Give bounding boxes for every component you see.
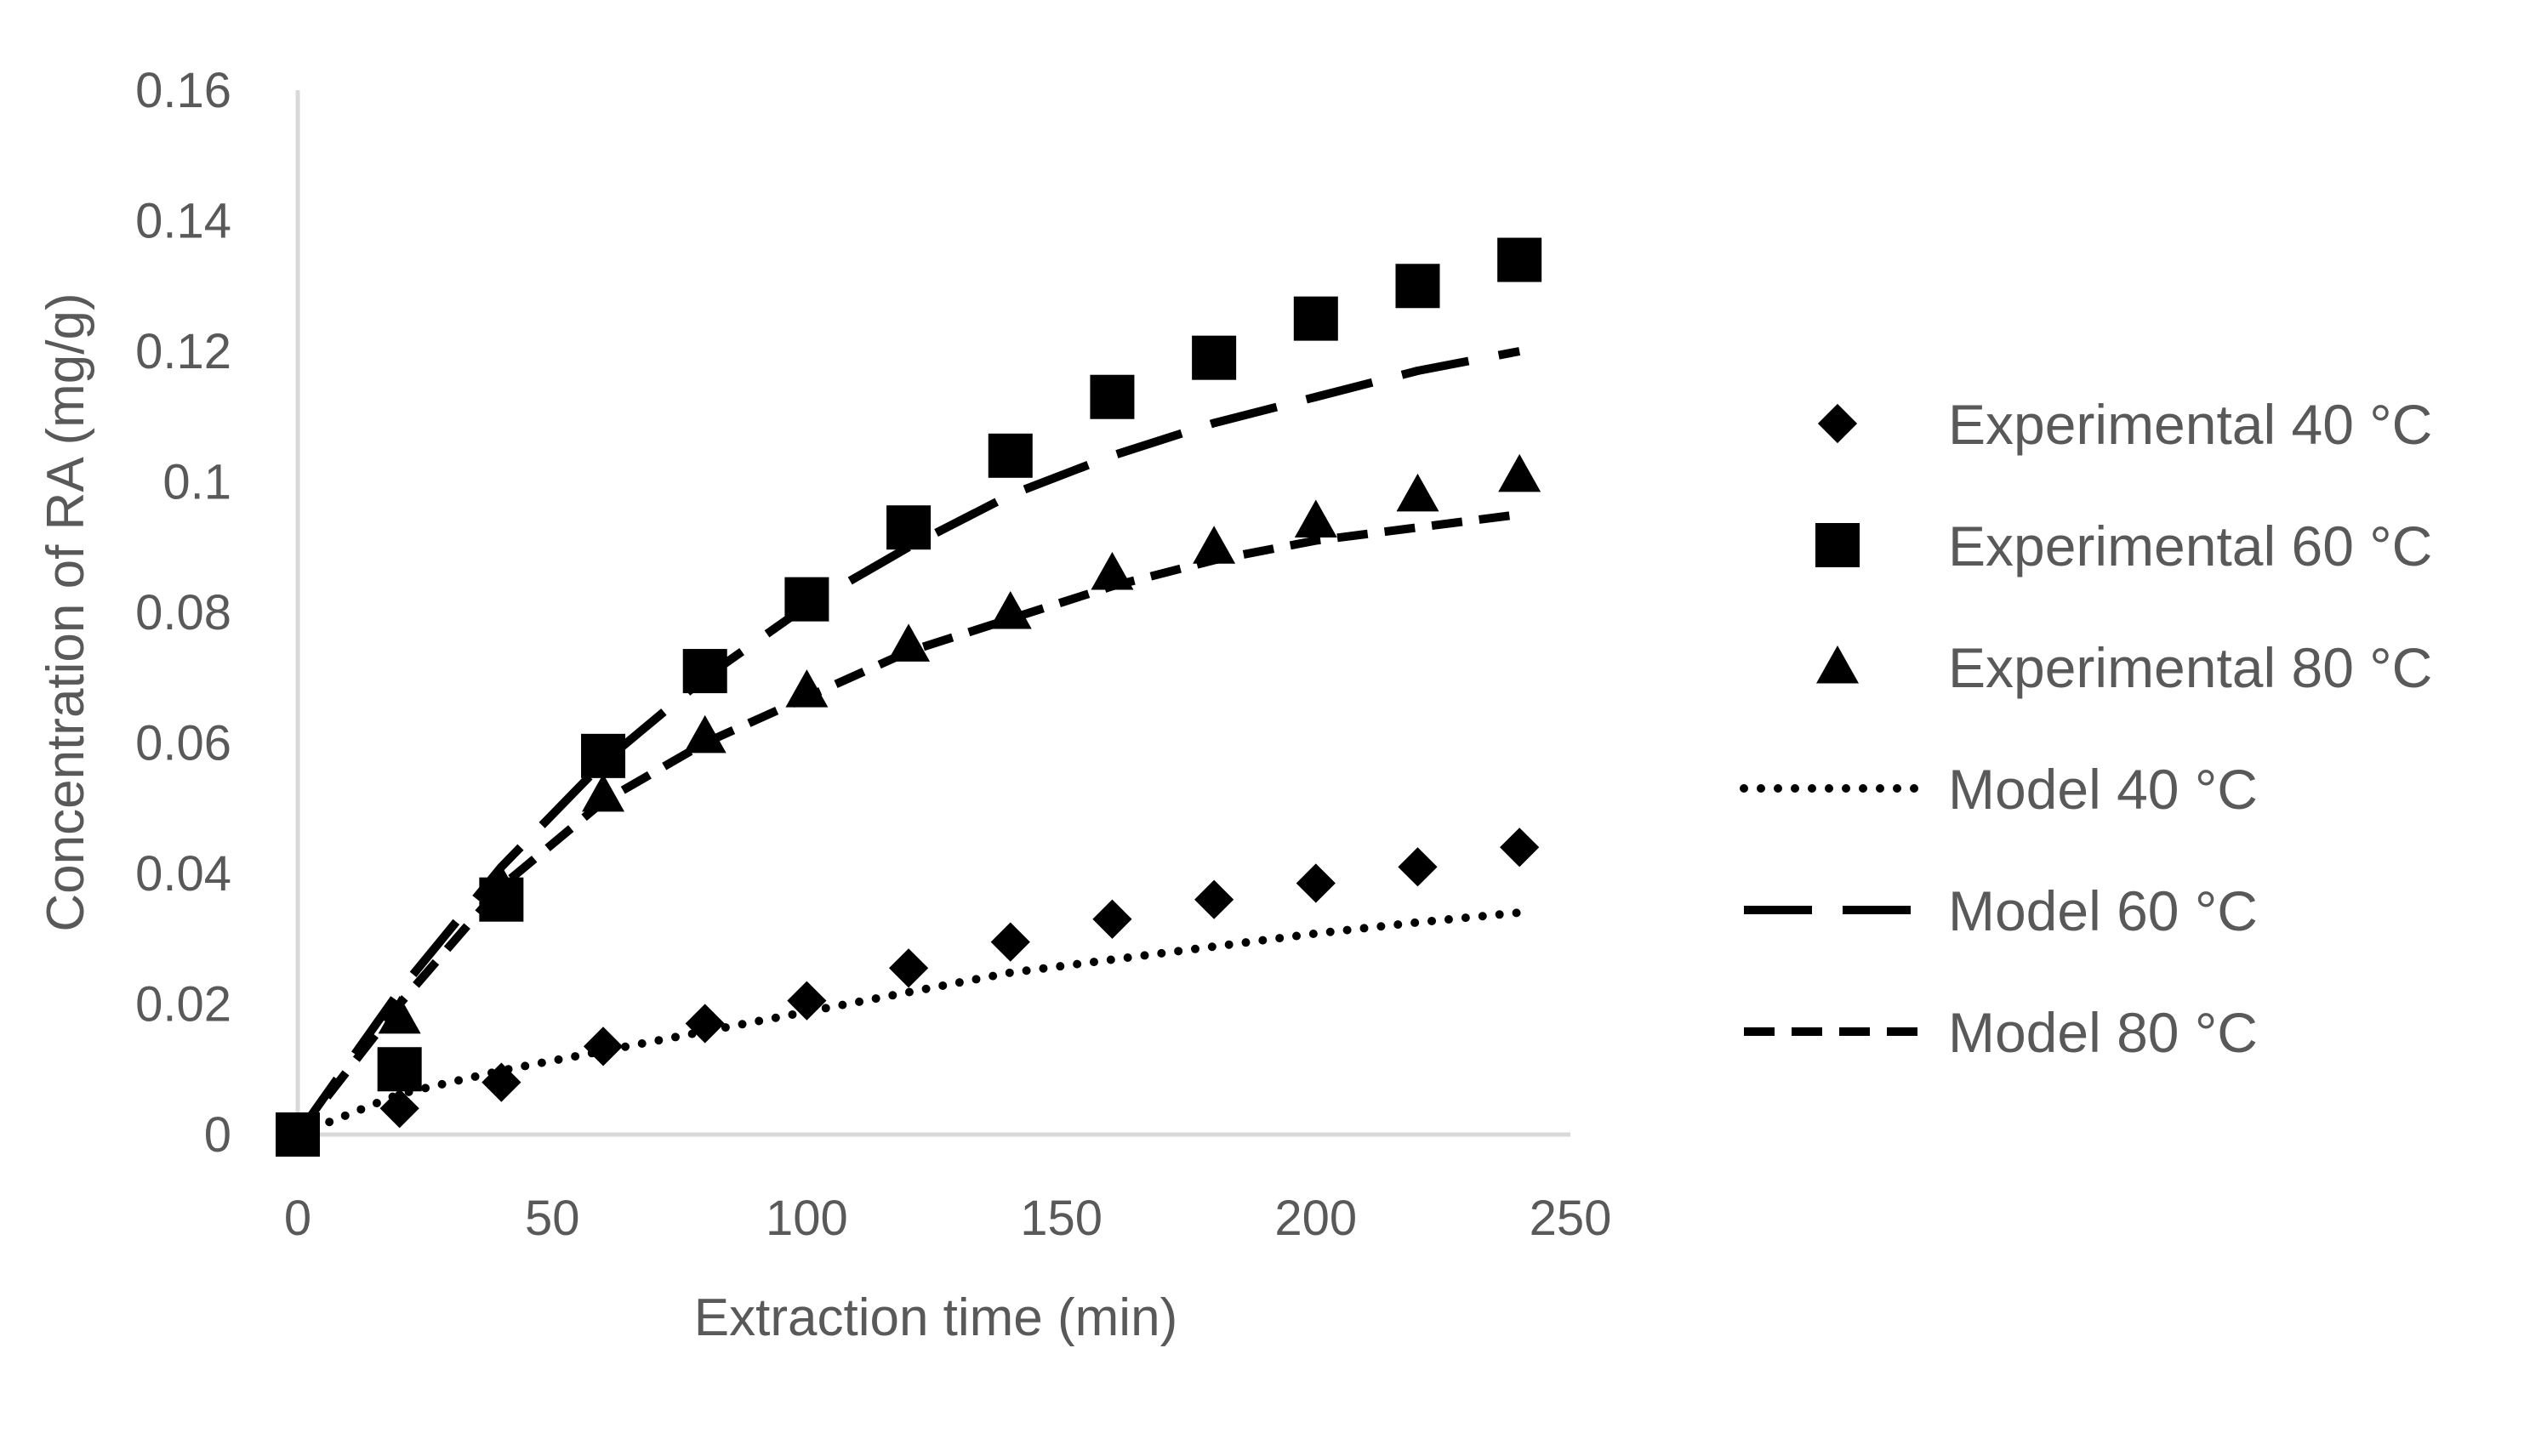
point-experimental-40-c	[481, 1062, 521, 1102]
point-experimental-60-c	[1497, 237, 1542, 282]
point-experimental-80-c	[378, 995, 421, 1034]
point-experimental-60-c	[988, 433, 1033, 478]
experimental-markers	[276, 237, 1542, 1157]
point-experimental-40-c	[685, 1004, 725, 1044]
point-experimental-40-c	[990, 922, 1030, 962]
y-tick-label: 0.06	[135, 716, 231, 771]
point-experimental-80-c	[1091, 551, 1134, 590]
x-tick-label: 0	[284, 1191, 311, 1246]
point-experimental-40-c	[1092, 899, 1132, 939]
point-experimental-80-c	[276, 1113, 319, 1152]
point-experimental-80-c	[1294, 499, 1337, 538]
legend-label: Experimental 40 °C	[1948, 393, 2432, 456]
legend-item: Experimental 80 °C	[1816, 636, 2432, 699]
legend-label: Model 60 °C	[1948, 879, 2258, 942]
point-experimental-60-c	[1090, 374, 1135, 419]
x-tick-labels: 0 50 100 150 200 250	[284, 1191, 1612, 1246]
legend-marker-triangle	[1816, 646, 1859, 684]
point-experimental-40-c	[1398, 847, 1438, 887]
legend-label: Model 80 °C	[1948, 1001, 2258, 1064]
point-experimental-40-c	[1296, 863, 1336, 903]
point-experimental-80-c	[1396, 473, 1439, 512]
point-experimental-60-c	[1395, 264, 1440, 309]
legend-item: Model 40 °C	[1740, 758, 2258, 821]
point-experimental-80-c	[1498, 453, 1541, 492]
point-experimental-60-c	[1192, 335, 1237, 380]
point-experimental-60-c	[581, 733, 626, 778]
point-experimental-80-c	[582, 773, 625, 812]
y-tick-label: 0.04	[135, 846, 231, 901]
point-experimental-60-c	[886, 505, 932, 550]
legend-label: Experimental 60 °C	[1948, 515, 2432, 577]
point-experimental-80-c	[683, 714, 726, 754]
x-axis-title: Extraction time (min)	[694, 1288, 1177, 1347]
legend-marker-diamond	[1817, 403, 1858, 444]
point-experimental-80-c	[989, 591, 1032, 629]
legend-label: Experimental 80 °C	[1948, 636, 2432, 699]
point-experimental-80-c	[1193, 526, 1236, 564]
y-tick-label: 0.16	[135, 63, 231, 118]
point-experimental-40-c	[583, 1027, 624, 1066]
y-tick-label: 0.08	[135, 585, 231, 640]
point-experimental-60-c	[682, 649, 727, 694]
point-experimental-60-c	[1293, 296, 1338, 341]
legend: Experimental 40 °C Experimental 60 °C Expe…	[1740, 393, 2432, 1064]
point-experimental-40-c	[888, 948, 929, 988]
y-tick-label: 0.14	[135, 194, 231, 249]
legend-marker-square	[1815, 523, 1860, 567]
legend-item: Model 60 °C	[1744, 879, 2258, 942]
legend-item: Experimental 60 °C	[1815, 515, 2432, 577]
y-tick-labels: 0 0.02 0.04 0.06 0.08 0.1 0.12 0.14 0.16	[135, 63, 231, 1163]
point-experimental-80-c	[887, 623, 931, 662]
y-tick-label: 0.02	[135, 977, 231, 1032]
point-experimental-60-c	[784, 577, 829, 622]
axes	[295, 90, 1570, 1137]
point-experimental-60-c	[377, 1047, 422, 1092]
legend-label: Model 40 °C	[1948, 758, 2258, 821]
y-axis-title: Concentration of RA (mg/g)	[37, 293, 95, 931]
y-tick-label: 0.12	[135, 324, 231, 379]
y-tick-label: 0	[204, 1107, 231, 1163]
point-experimental-80-c	[785, 669, 829, 708]
x-tick-label: 100	[766, 1191, 848, 1246]
y-tick-label: 0.1	[162, 455, 231, 510]
point-experimental-40-c	[787, 981, 827, 1021]
point-experimental-40-c	[379, 1089, 419, 1129]
legend-item: Model 80 °C	[1744, 1001, 2258, 1064]
x-tick-label: 50	[525, 1191, 580, 1246]
point-experimental-80-c	[480, 865, 523, 903]
series-line-model-80-c	[294, 509, 1520, 1138]
x-tick-label: 150	[1020, 1191, 1103, 1246]
x-tick-label: 250	[1530, 1191, 1612, 1246]
point-experimental-40-c	[1500, 828, 1540, 867]
x-tick-label: 200	[1274, 1191, 1357, 1246]
point-experimental-40-c	[1194, 879, 1234, 919]
legend-item: Experimental 40 °C	[1817, 393, 2432, 456]
series-line-model-40-c	[293, 908, 1524, 1139]
